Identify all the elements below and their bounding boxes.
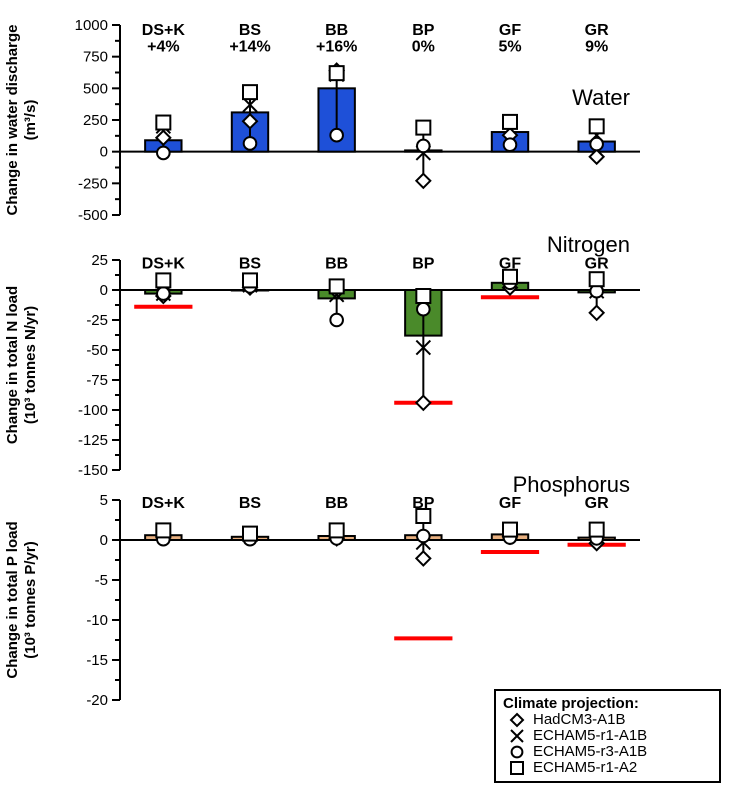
category-label: GF — [499, 495, 521, 512]
percent-label: 9% — [585, 39, 608, 56]
marker-diamond — [590, 306, 604, 320]
marker-square — [416, 121, 430, 135]
panel-title-phosphorus: Phosphorus — [513, 472, 630, 497]
ytick-label: 5 — [100, 492, 108, 509]
marker-circle — [157, 147, 170, 160]
figure: -500-25002505007501000DS+KBSBBBPGFGR+4%+… — [0, 0, 756, 787]
marker-square — [330, 523, 344, 537]
category-label: DS+K — [142, 255, 186, 272]
legend-item-label: ECHAM5-r1-A2 — [533, 759, 637, 776]
category-label: BP — [412, 255, 435, 272]
marker-square — [156, 116, 170, 130]
ytick-label: 0 — [100, 282, 108, 299]
marker-square — [330, 66, 344, 80]
category-label: DS+K — [142, 495, 186, 512]
ytick-label: 0 — [100, 532, 108, 549]
ytick-label: -100 — [78, 402, 108, 419]
category-label: BS — [239, 22, 262, 39]
percent-label: +4% — [147, 39, 179, 56]
marker-diamond — [416, 174, 430, 188]
ytick-label: -500 — [78, 207, 108, 224]
legend-item-label: HadCM3-A1B — [533, 711, 626, 728]
ytick-label: -125 — [78, 432, 108, 449]
category-label: GR — [585, 255, 609, 272]
marker-diamond — [416, 396, 430, 410]
marker-square — [243, 85, 257, 99]
panel-nitrogen: -150 -125 -100 -75 -50 -25 0 25 DS+K BS BB BP GF GRNi… — [4, 232, 640, 479]
marker-square — [590, 119, 604, 133]
marker-square — [511, 762, 523, 774]
marker-circle — [157, 287, 170, 300]
marker-circle — [330, 129, 343, 142]
ytick-label: 250 — [83, 112, 108, 129]
ytick-label: -10 — [86, 612, 108, 629]
panel-title-water: Water — [572, 85, 630, 110]
ytick-label: -75 — [86, 372, 108, 389]
category-label: BS — [239, 495, 262, 512]
percent-label: 5% — [498, 39, 521, 56]
marker-square — [156, 523, 170, 537]
marker-circle — [417, 140, 430, 153]
legend-item-label: ECHAM5-r1-A1B — [533, 727, 647, 744]
category-label: BP — [412, 22, 435, 39]
category-label: GF — [499, 255, 521, 272]
legend-item-label: ECHAM5-r3-A1B — [533, 743, 647, 760]
category-label: BS — [239, 255, 262, 272]
marker-square — [590, 272, 604, 286]
category-label: BP — [412, 495, 435, 512]
ytick-label: -5 — [95, 572, 108, 589]
marker-square — [156, 273, 170, 287]
category-label: DS+K — [142, 22, 186, 39]
ytick-label: 25 — [91, 252, 108, 269]
marker-square — [243, 527, 257, 541]
percent-label: +14% — [229, 39, 270, 56]
category-label: GR — [585, 495, 609, 512]
percent-label: 0% — [412, 39, 435, 56]
marker-square — [503, 523, 517, 537]
ytick-label: -250 — [78, 175, 108, 192]
ytick-label: -50 — [86, 342, 108, 359]
ytick-label: 750 — [83, 49, 108, 66]
ytick-label: -150 — [78, 462, 108, 479]
ylabel-nitrogen: Change in total N load(10³ tonnes N/yr) — [4, 286, 39, 444]
marker-square — [330, 279, 344, 293]
panel-phosphorus: -20 -15 -10 -5 0 5 DS+K BS BB BP GF GRPhosphorus Cha… — [4, 472, 640, 709]
ytick-label: 500 — [83, 80, 108, 97]
marker-circle — [417, 303, 430, 316]
ytick-label: -25 — [86, 312, 108, 329]
marker-diamond — [416, 551, 430, 565]
marker-circle — [512, 747, 523, 758]
category-label: GF — [499, 22, 521, 39]
percent-label: +16% — [316, 39, 357, 56]
marker-circle — [590, 138, 603, 151]
marker-square — [243, 273, 257, 287]
marker-circle — [504, 138, 517, 151]
marker-square — [503, 115, 517, 129]
ylabel-phosphorus: Change in total P load(10³ tonnes P/yr) — [4, 521, 39, 678]
marker-square — [590, 523, 604, 537]
ylabel-water: Change in water discharge(m³/s) — [4, 25, 39, 216]
category-label: BB — [325, 22, 348, 39]
category-label: BB — [325, 255, 348, 272]
ytick-label: 1000 — [75, 17, 108, 34]
legend-title: Climate projection: — [503, 695, 639, 712]
ytick-label: -20 — [86, 692, 108, 709]
ytick-label: 0 — [100, 144, 108, 161]
marker-circle — [417, 530, 430, 543]
legend: Climate projection:HadCM3-A1BECHAM5-r1-A… — [495, 690, 720, 782]
category-label: BB — [325, 495, 348, 512]
ytick-label: -15 — [86, 652, 108, 669]
category-label: GR — [585, 22, 609, 39]
panel-title-nitrogen: Nitrogen — [547, 232, 630, 257]
marker-square — [416, 289, 430, 303]
panel-water: -500 -250 0 250 500 750 1000 DS+K BS BB BP GF GR +4% +… — [4, 17, 640, 224]
marker-circle — [244, 137, 257, 150]
marker-circle — [330, 314, 343, 327]
